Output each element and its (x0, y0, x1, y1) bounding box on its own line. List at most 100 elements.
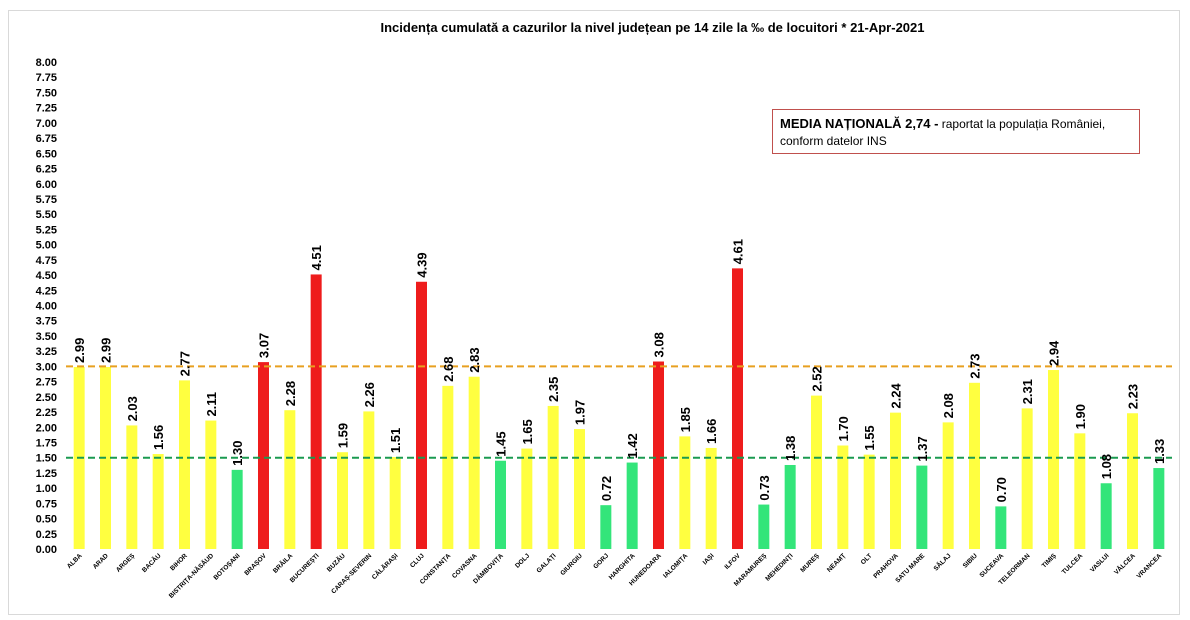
bar (574, 429, 585, 549)
bar (942, 422, 954, 549)
bar (152, 454, 164, 549)
data-label: 0.70 (994, 477, 1009, 502)
data-label: 2.77 (178, 351, 193, 376)
bar (1127, 413, 1138, 549)
bar (1048, 370, 1059, 549)
bar (1100, 483, 1112, 549)
note-bold-text: MEDIA NAȚIONALĂ 2,74 - (780, 116, 939, 131)
bar (389, 457, 401, 549)
data-label: 2.03 (125, 396, 140, 421)
y-tick-label: 2.50 (36, 392, 57, 404)
y-tick-label: 5.75 (36, 194, 57, 206)
bar (705, 447, 717, 549)
y-tick-label: 4.25 (36, 285, 57, 297)
bar (363, 411, 375, 549)
data-label: 1.85 (678, 407, 693, 432)
y-tick-label: 6.50 (36, 148, 57, 160)
x-tick-label: BRĂILA (271, 551, 295, 575)
y-tick-label: 5.50 (36, 209, 57, 221)
x-tick-label: ARGEȘ (115, 552, 137, 574)
data-label: 1.45 (494, 431, 509, 456)
x-tick-label: IALOMIȚA (662, 552, 689, 579)
bar (337, 452, 348, 549)
bar (732, 268, 743, 549)
y-tick-label: 4.00 (36, 301, 57, 313)
bar (890, 412, 901, 549)
x-tick-label: CLUJ (409, 552, 426, 569)
data-label: 2.68 (441, 357, 456, 382)
data-label: 4.39 (415, 252, 430, 277)
y-tick-label: 3.00 (36, 361, 57, 373)
x-tick-label: COVASNA (451, 552, 479, 580)
data-label: 2.24 (889, 383, 904, 409)
bar (653, 361, 664, 549)
data-label: 2.99 (99, 338, 114, 363)
x-axis-labels: ALBA ARAD ARGEȘ BACĂU BIHORBISTRIȚA-NĂSĂUDBO… (66, 551, 1164, 600)
data-label: 1.90 (1073, 404, 1088, 429)
bar (600, 505, 612, 549)
y-tick-label: 0.50 (36, 514, 57, 526)
data-label: 0.72 (599, 476, 614, 501)
bar (126, 425, 138, 549)
data-label: 4.61 (731, 239, 746, 264)
data-label: 1.55 (862, 425, 877, 450)
y-tick-label: 0.00 (36, 544, 57, 556)
bar (837, 445, 849, 549)
y-tick-label: 1.00 (36, 483, 57, 495)
data-label: 2.99 (72, 338, 87, 363)
data-label: 1.42 (625, 433, 640, 458)
data-label: 1.70 (836, 416, 851, 441)
bar (626, 462, 638, 549)
y-tick-label: 3.25 (36, 346, 57, 358)
bar (416, 281, 427, 549)
data-label: 1.56 (151, 425, 166, 450)
x-tick-label: GORJ (592, 552, 610, 570)
x-tick-label: MUREȘ (799, 552, 821, 574)
data-label: 2.28 (283, 381, 298, 406)
note-text-line1: raportat la populația României, (938, 117, 1106, 131)
bar (495, 460, 506, 549)
data-label: 2.11 (204, 392, 219, 417)
x-tick-label: SĂLAJ (931, 551, 953, 573)
bar (521, 448, 533, 549)
bar (442, 385, 454, 549)
x-tick-label: NEAMȚ (826, 552, 847, 573)
y-tick-label: 1.50 (36, 453, 57, 465)
data-label: 1.59 (336, 423, 351, 448)
y-tick-label: 2.25 (36, 407, 57, 419)
data-label: 1.38 (783, 436, 798, 461)
data-label: 2.35 (546, 377, 561, 402)
y-tick-label: 7.00 (36, 118, 57, 130)
data-label: 1.66 (704, 419, 719, 444)
x-tick-label: SIBIU (962, 552, 979, 569)
x-tick-label: GIURGIU (559, 552, 584, 577)
bar (863, 454, 875, 549)
national-average-note: MEDIA NAȚIONALĂ 2,74 - raportat la popul… (772, 109, 1140, 154)
data-label: 3.08 (652, 332, 667, 357)
x-tick-label: VASLUI (1089, 552, 1111, 574)
bar (1074, 433, 1086, 549)
data-label: 1.30 (230, 441, 245, 466)
value-labels: 2.99 2.99 2.03 1.56 2.77 2.11 1.30 3.07 2.28 4.51… (72, 239, 1167, 502)
bar (1153, 468, 1165, 549)
x-tick-label: BRAȘOV (243, 552, 268, 577)
bar (758, 504, 770, 549)
y-tick-label: 3.50 (36, 331, 57, 343)
y-tick-label: 6.00 (36, 179, 57, 191)
bar (284, 410, 296, 549)
data-label: 4.51 (309, 245, 324, 270)
x-tick-label: TIMIȘ (1041, 552, 1059, 570)
x-tick-label: ALBA (66, 552, 84, 570)
y-tick-label: 6.25 (36, 164, 57, 176)
x-tick-label: ARAD (92, 552, 110, 570)
y-tick-label: 5.00 (36, 240, 57, 252)
x-tick-label: DOLJ (514, 552, 531, 569)
data-label: 1.97 (573, 400, 588, 425)
y-tick-label: 3.75 (36, 316, 57, 328)
bar (1021, 408, 1033, 549)
chart-title: Incidența cumulată a cazurilor la nivel … (380, 20, 925, 35)
y-tick-label: 7.50 (36, 87, 57, 99)
y-tick-label: 1.25 (36, 468, 57, 480)
y-tick-label: 8.00 (36, 57, 57, 69)
